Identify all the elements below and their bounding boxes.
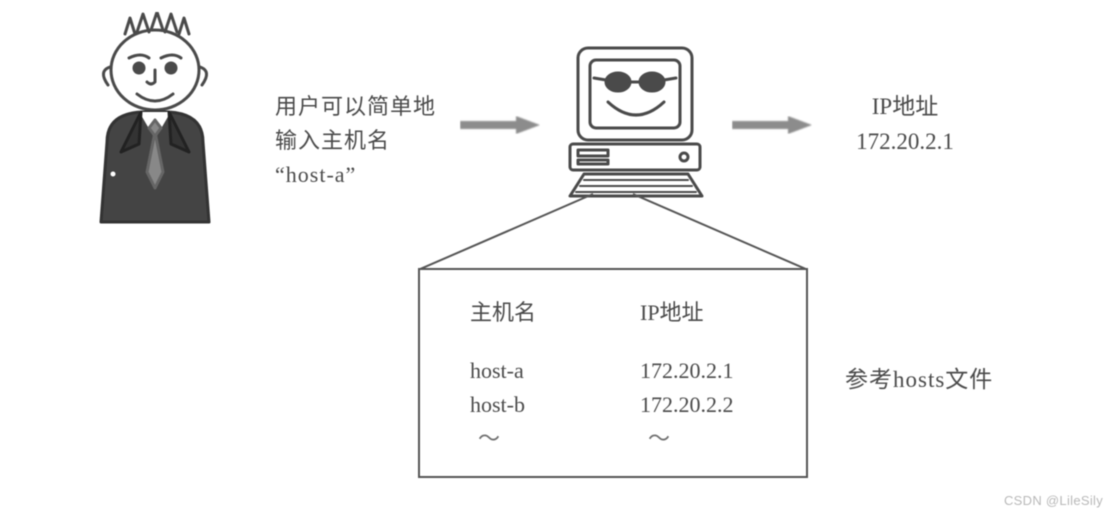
input-line1: 用户可以简单地	[275, 90, 436, 124]
hosts-header-host: 主机名	[470, 296, 640, 330]
watermark: CSDN @LileSily	[1004, 493, 1103, 508]
hosts-row-host: host-a	[470, 354, 640, 388]
hosts-row-host: host-b	[470, 388, 640, 422]
user-icon	[55, 12, 255, 242]
user-input-text: 用户可以简单地 输入主机名 “host-a”	[275, 90, 436, 192]
input-line3: “host-a”	[275, 158, 436, 192]
input-line2: 输入主机名	[275, 124, 436, 158]
hosts-header-ip: IP地址	[640, 296, 734, 330]
hosts-col-host: 主机名 host-a host-b 〜	[470, 296, 640, 456]
callout-lines	[418, 190, 808, 272]
output-text: IP地址 172.20.2.1	[825, 90, 985, 159]
hosts-row-ip: 172.20.2.1	[640, 354, 734, 388]
arrow-to-computer-icon	[460, 116, 540, 134]
arrow-to-output-icon	[732, 116, 812, 134]
hosts-file-box: 主机名 host-a host-b 〜 IP地址 172.20.2.1 172.…	[418, 268, 808, 478]
output-label: IP地址	[825, 90, 985, 125]
output-value: 172.20.2.1	[825, 125, 985, 160]
hosts-row-ip: 172.20.2.2	[640, 388, 734, 422]
computer-icon	[556, 40, 716, 210]
hosts-col-ip: IP地址 172.20.2.1 172.20.2.2 〜	[640, 296, 734, 456]
hosts-side-label: 参考hosts文件	[845, 360, 993, 394]
hosts-tilde: 〜	[648, 422, 734, 456]
hosts-tilde: 〜	[478, 422, 640, 456]
